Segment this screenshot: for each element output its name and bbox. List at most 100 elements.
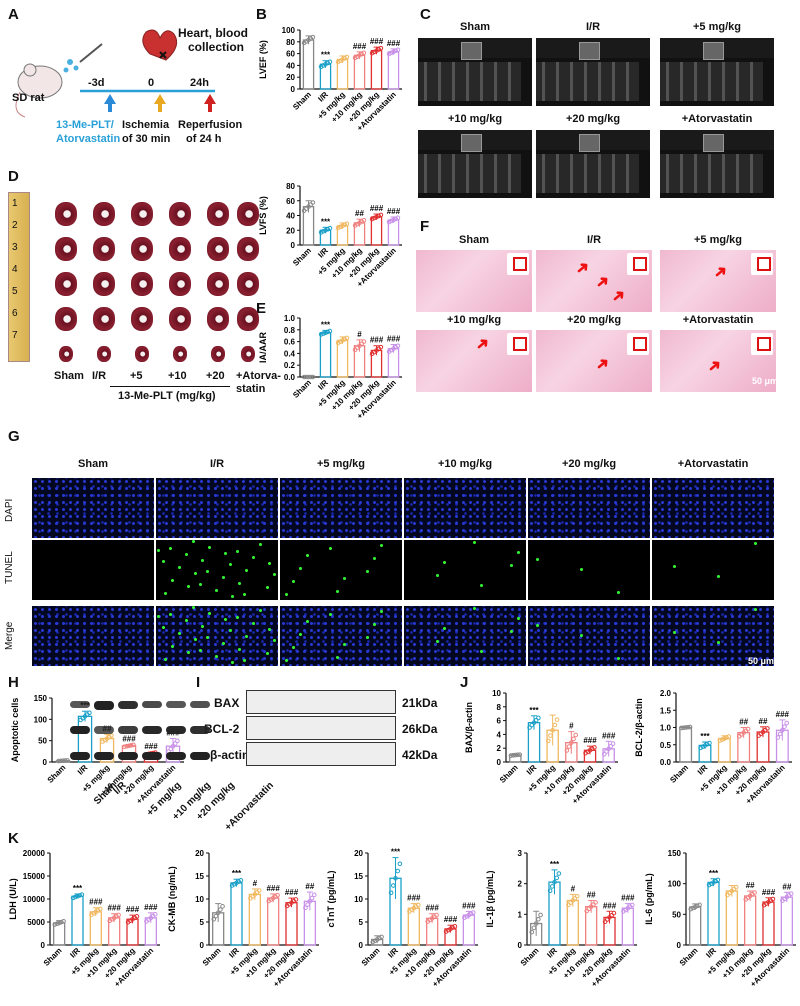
data-point [56, 920, 62, 926]
drug-label-line1: 13-Me-PLT/ [56, 119, 114, 131]
tunel-positive-dot [473, 607, 476, 610]
m-mode-trace [418, 62, 521, 101]
data-point [116, 912, 121, 918]
data-point [344, 54, 350, 60]
tunel-positive-dot [252, 556, 255, 559]
y-tick-label: 10 [195, 895, 204, 904]
data-point [301, 374, 307, 380]
data-point [692, 904, 698, 910]
tunel-positive-dot [473, 541, 476, 544]
blot-band-bcl2 [118, 726, 138, 734]
data-point [683, 725, 688, 730]
tunel-positive-dot [510, 564, 513, 567]
tunel-positive-dot [229, 563, 232, 566]
data-point [304, 374, 309, 380]
tunel-positive-dot [292, 580, 295, 583]
heart-slice [131, 272, 153, 296]
data-point [531, 925, 537, 931]
data-point [395, 343, 401, 349]
y-tick-label: 0 [677, 941, 682, 950]
y-tick-label: 60 [286, 197, 295, 206]
y-tick-label: 10 [492, 689, 501, 698]
tunel-image [156, 540, 278, 600]
heart-slice [97, 346, 111, 362]
blot-strip-bax [246, 690, 396, 714]
x-tick-label: Sham [678, 946, 700, 968]
tunel-positive-dot [259, 609, 262, 612]
y-tick-label: 50 [38, 737, 47, 746]
data-point [556, 871, 562, 876]
heart-slice [237, 272, 259, 296]
data-point [552, 722, 558, 728]
collection-label-line1: Heart, blood [178, 26, 249, 40]
y-tick-label: 1.5 [660, 706, 672, 715]
data-point [374, 214, 379, 220]
inset-box [757, 257, 771, 271]
x-tick-label: Sham [519, 946, 541, 968]
inset-box [513, 337, 527, 351]
significance-mark: *** [321, 51, 331, 60]
significance-mark: ### [89, 898, 103, 907]
data-point [323, 330, 328, 336]
heart-slice [135, 346, 149, 362]
m-mode-trace [660, 62, 763, 101]
heart-inset [627, 333, 649, 355]
y-tick-label: 50 [672, 910, 681, 919]
tunel-positive-dot [231, 595, 234, 598]
panel-label-d: D [8, 168, 19, 185]
y-axis-label: CK-MB (ng/mL) [167, 866, 177, 931]
tunel-positive-dot [617, 591, 620, 594]
bar [302, 39, 315, 90]
data-point [327, 59, 333, 65]
dapi-image [156, 478, 278, 538]
x-tick-label: I/R [545, 946, 559, 960]
data-point [609, 912, 614, 918]
significance-mark: ### [353, 42, 367, 51]
data-point [318, 332, 324, 337]
data-point [415, 902, 421, 908]
data-point [275, 892, 280, 898]
data-point [378, 45, 384, 51]
tunel-positive-dot [222, 642, 225, 645]
x-tick-label: I/R [704, 946, 718, 960]
tunel-positive-dot [164, 658, 167, 661]
bar [230, 882, 243, 946]
data-point [325, 226, 330, 232]
y-tick-label: 0.0 [660, 758, 672, 767]
significance-mark: ### [387, 207, 401, 216]
significance-mark: ### [126, 905, 140, 914]
data-point [168, 746, 174, 752]
tunel-positive-dot [329, 613, 332, 616]
data-point [79, 892, 85, 897]
data-point [574, 893, 580, 899]
data-point [605, 917, 610, 922]
significance-mark: ### [602, 731, 616, 740]
data-point [397, 861, 403, 867]
blot-band-bcl2 [142, 726, 162, 734]
significance-mark: # [253, 879, 258, 888]
significance-mark: ### [387, 335, 401, 344]
tunel-positive-dot [443, 561, 446, 564]
tunel-positive-dot [243, 593, 246, 596]
merge-image [280, 606, 402, 666]
y-tick-label: 15000 [23, 872, 46, 881]
timepoint-24h: 24h [190, 77, 209, 89]
data-point [780, 727, 785, 733]
data-point [391, 49, 396, 55]
tunel-image [528, 540, 650, 600]
y-tick-label: 0.4 [284, 349, 296, 358]
data-point [378, 344, 384, 350]
data-point [388, 890, 394, 896]
tunel-positive-dot [299, 633, 302, 636]
tunel-image [280, 540, 402, 600]
significance-mark: ### [621, 894, 635, 903]
bar [689, 906, 702, 946]
panel-label-k: K [8, 830, 19, 847]
y-tick-label: 15 [195, 872, 204, 881]
y-tick-label: 4 [497, 730, 502, 739]
data-point [470, 910, 476, 915]
tunel-positive-dot [336, 656, 339, 659]
